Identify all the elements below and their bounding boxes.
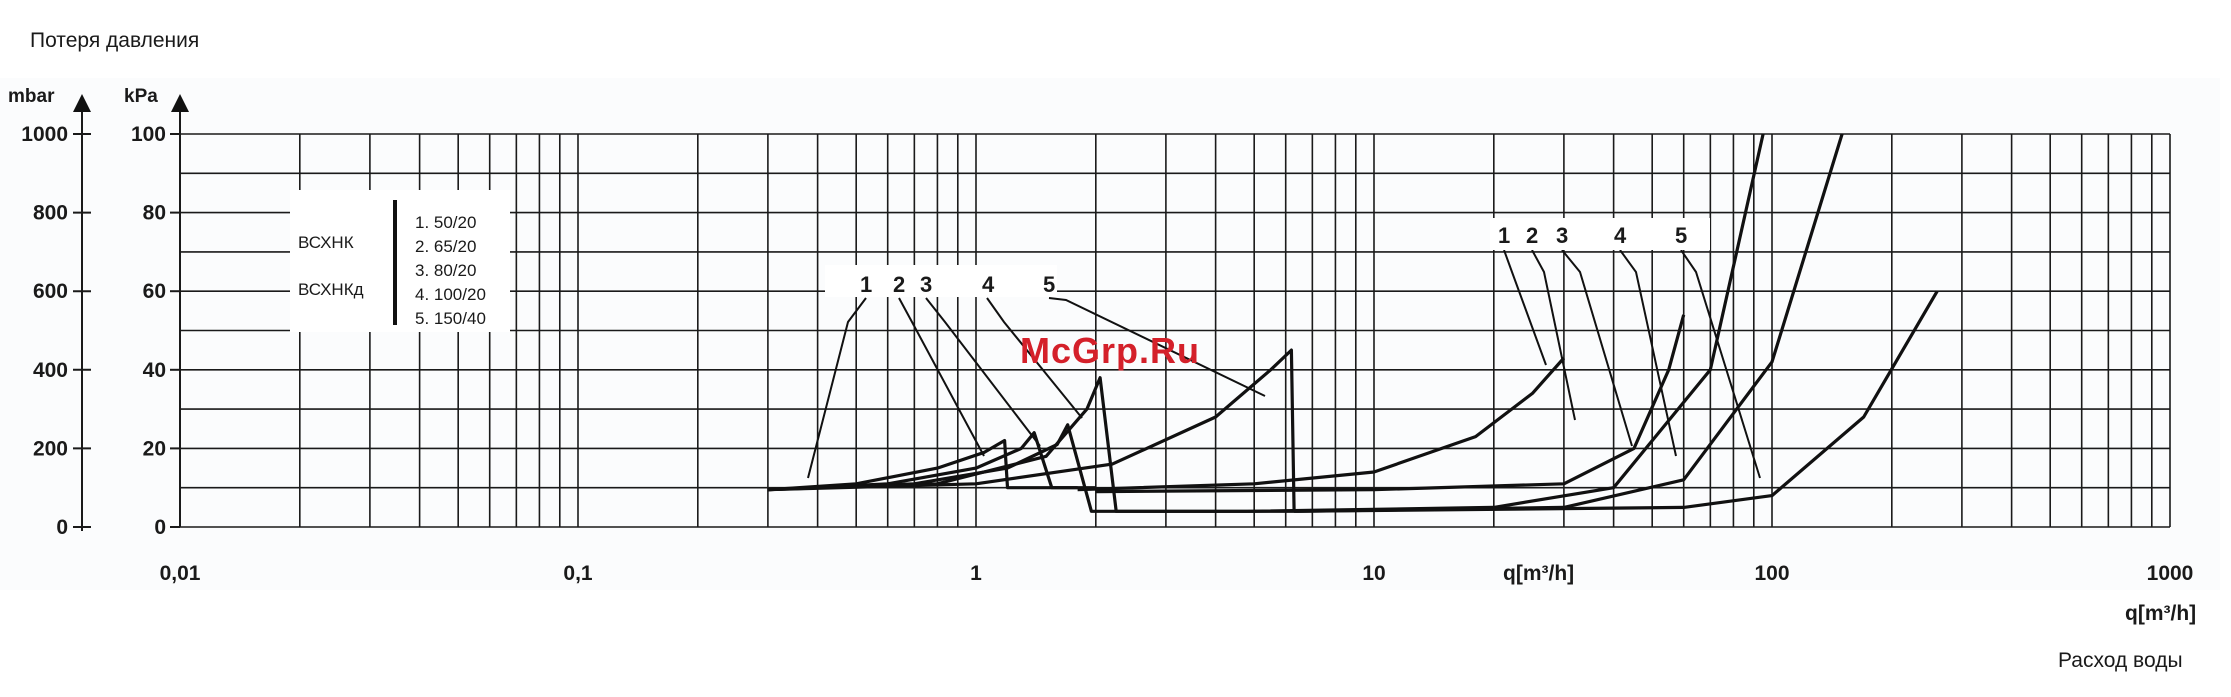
- curve-2-large-meter: [1095, 314, 1686, 494]
- curve-5-small-meter: [767, 348, 1296, 512]
- curve-labels-left-background: [825, 265, 1057, 297]
- chart-title: Потеря давления: [30, 29, 199, 52]
- curve-leaders: [807, 249, 1761, 479]
- x-axis-label-inline: q[m³/h]: [1503, 562, 1574, 585]
- y-unit-kpa: kPa: [124, 86, 158, 107]
- curve-label-left-3: 3: [920, 272, 932, 297]
- curves: [767, 133, 1939, 513]
- x-axis-caption: Расход воды: [2058, 649, 2183, 672]
- y-tick-label-mbar: 600: [33, 280, 68, 303]
- curve-leader-line: [1531, 249, 1576, 421]
- legend-group-1: ВСХНК: [298, 233, 354, 252]
- legend: ВСХНК ВСХНКд 1. 50/20 2. 65/20 3. 80/20 …: [290, 190, 510, 332]
- curve-labels-right: 1 2 3 4 5: [1490, 218, 1710, 250]
- y-tick-label-mbar: 400: [33, 359, 68, 382]
- curve-5-large-meter: [1294, 290, 1939, 513]
- curve-leader-line: [925, 297, 1041, 447]
- curve-1-large-meter: [1077, 356, 1566, 492]
- y-tick-label-kpa: 60: [143, 280, 166, 303]
- curve-label-right-3: 3: [1556, 223, 1568, 248]
- y-tick-label-kpa: 40: [143, 359, 166, 382]
- curve-label-left-4: 4: [982, 272, 995, 297]
- x-tick-label: 1000: [2147, 562, 2194, 585]
- curve-label-left-2: 2: [893, 272, 905, 297]
- y-tick-label-kpa: 20: [143, 437, 166, 460]
- watermark: McGrp.Ru: [1020, 330, 1200, 371]
- curve-label-right-2: 2: [1526, 223, 1538, 248]
- x-tick-label: 0,01: [160, 562, 201, 585]
- y-unit-mbar: mbar: [8, 86, 55, 107]
- x-tick-label: 0,1: [563, 562, 593, 585]
- legend-item-4: 4. 100/20: [415, 285, 486, 304]
- curve-leader-line: [807, 297, 867, 479]
- y-tick-label-mbar: 200: [33, 437, 68, 460]
- y-tick-label-mbar: 1000: [21, 123, 68, 146]
- y-axis-mbar-arrow: [73, 94, 91, 112]
- curve-leader-line: [986, 297, 1083, 419]
- y-tick-label-mbar: 0: [56, 516, 68, 539]
- y-axis-kpa-arrow: [171, 94, 189, 112]
- axes: 0 0 20 200 40 400 60 600 80 800 100 1000 0,01 0,1 1 10 1…: [21, 94, 2193, 585]
- curve-labels-left: 1 2 3 4 5: [825, 265, 1057, 297]
- legend-group-2: ВСХНКд: [298, 280, 364, 299]
- curve-label-right-4: 4: [1614, 223, 1627, 248]
- x-axis-label-right: q[m³/h]: [2125, 602, 2196, 625]
- x-tick-label: 1: [970, 562, 982, 585]
- curve-label-left-1: 1: [860, 272, 872, 297]
- curve-label-left-5: 5: [1043, 272, 1055, 297]
- curve-label-right-1: 1: [1498, 223, 1510, 248]
- legend-item-1: 1. 50/20: [415, 213, 476, 232]
- y-tick-label-kpa: 80: [143, 202, 166, 225]
- curve-leader-line: [1680, 249, 1761, 479]
- legend-item-3: 3. 80/20: [415, 261, 476, 280]
- curve-leader-line: [1503, 249, 1547, 366]
- curve-leader-line: [1619, 249, 1677, 457]
- y-tick-label-kpa: 0: [154, 516, 166, 539]
- curve-labels-right-background: [1490, 218, 1710, 250]
- curve-leader-line: [1561, 249, 1633, 447]
- curve-label-right-5: 5: [1675, 223, 1687, 248]
- curve-leader-line: [898, 297, 985, 457]
- legend-background: [290, 190, 510, 332]
- curve-leader-line: [1048, 297, 1266, 397]
- legend-item-2: 2. 65/20: [415, 237, 476, 256]
- legend-item-5: 5. 150/40: [415, 309, 486, 328]
- x-tick-label: 100: [1754, 562, 1789, 585]
- x-tick-label: 10: [1362, 562, 1385, 585]
- y-tick-label-mbar: 800: [33, 202, 68, 225]
- y-tick-label-kpa: 100: [131, 123, 166, 146]
